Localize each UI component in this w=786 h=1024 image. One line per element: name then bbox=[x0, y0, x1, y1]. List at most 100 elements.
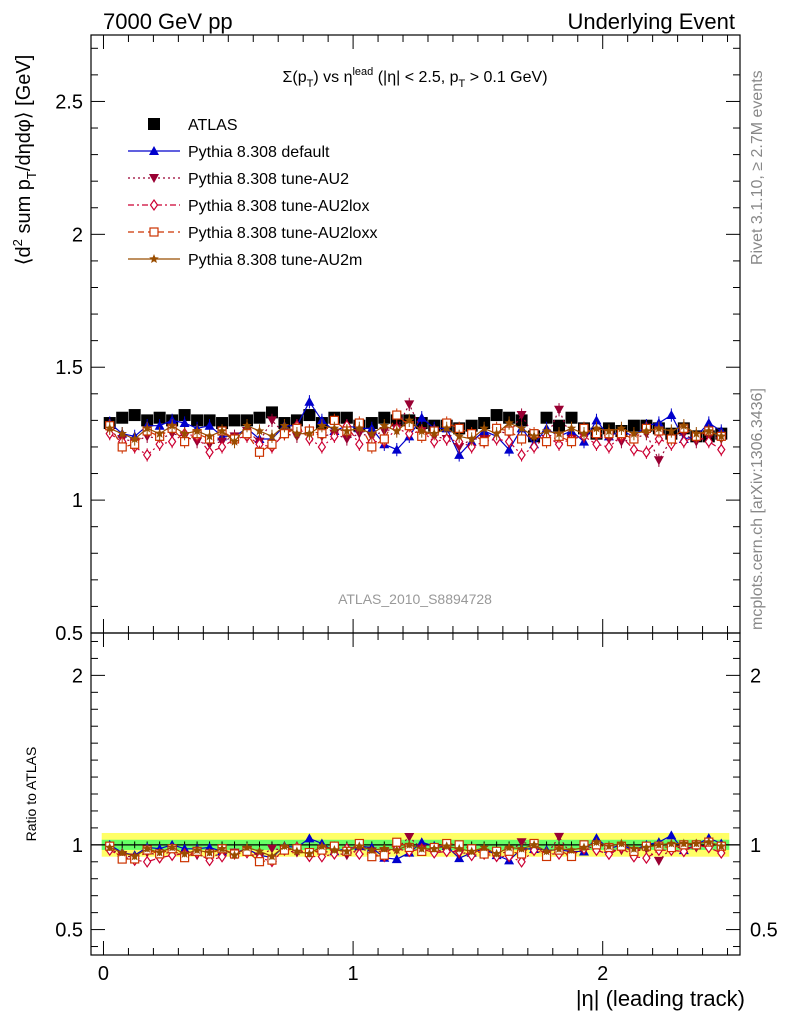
point-atlas bbox=[553, 419, 566, 432]
point-atlas bbox=[191, 414, 204, 427]
ratio-point-pythia-8-308-tune-au2m bbox=[504, 842, 514, 852]
point-pythia-8-308-tune-au2m bbox=[117, 428, 127, 438]
point-pythia-8-308-default bbox=[154, 420, 165, 430]
point-pythia-8-308-tune-au2loxx bbox=[392, 410, 402, 420]
point-pythia-8-308-tune-au2lox bbox=[629, 443, 639, 456]
ratio-point-pythia-8-308-default bbox=[416, 837, 427, 847]
ratio-ticks: 0.5 0.5 1 1 2 2 0 1 2 bbox=[55, 633, 778, 985]
point-pythia-8-308-tune-au2lox bbox=[717, 443, 726, 456]
point-pythia-8-308-tune-au2lox bbox=[517, 448, 526, 461]
point-pythia-8-308-tune-au2m bbox=[192, 426, 202, 436]
point-atlas bbox=[228, 414, 241, 427]
main-ytick-label: 1.5 bbox=[55, 357, 83, 379]
point-pythia-8-308-tune-au2lox bbox=[592, 438, 601, 451]
ratio-point-pythia-8-308-tune-au2m bbox=[217, 843, 227, 853]
point-pythia-8-308-tune-au2m bbox=[267, 431, 277, 441]
ratio-point-pythia-8-308-tune-au2 bbox=[266, 844, 277, 854]
ratio-point-pythia-8-308-tune-au2m bbox=[379, 843, 390, 853]
ratio-point-pythia-8-308-tune-au2m bbox=[541, 846, 552, 856]
point-pythia-8-308-tune-au2m bbox=[379, 420, 390, 430]
point-atlas bbox=[465, 419, 478, 432]
point-pythia-8-308-tune-au2loxx bbox=[367, 442, 377, 452]
ratio-point-pythia-8-308-tune-au2m bbox=[654, 839, 664, 849]
main-ticks: 0.5 1 1.5 2 2.5 bbox=[55, 35, 740, 645]
ratio-point-pythia-8-308-tune-au2m bbox=[142, 843, 152, 853]
ratio-point-pythia-8-308-tune-au2m bbox=[354, 841, 365, 851]
ratio-point-pythia-8-308-tune-au2m bbox=[566, 845, 577, 855]
legend-marker-pythia-8-308-tune-au2m bbox=[149, 254, 159, 263]
point-pythia-8-308-tune-au2lox bbox=[217, 440, 227, 454]
ratio-ytick-label-right: 2 bbox=[750, 665, 761, 687]
point-pythia-8-308-default bbox=[454, 449, 465, 459]
point-atlas bbox=[565, 411, 578, 424]
point-atlas bbox=[303, 409, 316, 422]
ratio-ytick-label-right: 0.5 bbox=[750, 920, 778, 942]
point-pythia-8-308-tune-au2m bbox=[154, 428, 165, 438]
point-pythia-8-308-tune-au2m bbox=[292, 428, 302, 438]
ratio-point-pythia-8-308-default bbox=[666, 830, 677, 840]
main-ytick-label: 0.5 bbox=[55, 623, 83, 645]
point-atlas bbox=[128, 409, 141, 422]
legend-label-pythia-8-308-tune-au2lox: Pythia 8.308 tune-AU2lox bbox=[188, 198, 369, 215]
point-pythia-8-308-tune-au2m bbox=[254, 426, 265, 436]
ratio-point-pythia-8-308-tune-au2m bbox=[117, 847, 127, 857]
ratio-point-pythia-8-308-tune-au2m bbox=[179, 848, 190, 858]
point-pythia-8-308-tune-au2lox bbox=[429, 435, 439, 448]
point-pythia-8-308-tune-au2 bbox=[554, 405, 565, 415]
ratio-point-pythia-8-308-tune-au2m bbox=[491, 848, 502, 858]
point-pythia-8-308-tune-au2lox bbox=[155, 438, 164, 451]
ratio-point-pythia-8-308-tune-au2m bbox=[404, 839, 414, 849]
point-atlas bbox=[216, 417, 229, 430]
point-pythia-8-308-tune-au2lox bbox=[679, 435, 689, 448]
point-atlas bbox=[627, 419, 640, 432]
point-pythia-8-308-default bbox=[504, 444, 515, 454]
legend-marker-pythia-8-308-tune-au2lox bbox=[149, 198, 159, 212]
legend-marker-pythia-8-308-tune-au2loxx bbox=[149, 227, 159, 237]
ratio-point-pythia-8-308-default bbox=[391, 854, 402, 864]
point-atlas bbox=[265, 406, 278, 419]
point-pythia-8-308-tune-au2m bbox=[129, 434, 140, 443]
ratio-point-pythia-8-308-tune-au2lox bbox=[642, 852, 651, 865]
point-pythia-8-308-tune-au2lox bbox=[642, 446, 651, 459]
ratio-point-pythia-8-308-tune-au2m bbox=[466, 846, 477, 856]
point-atlas bbox=[253, 411, 266, 424]
point-pythia-8-308-default bbox=[703, 418, 714, 428]
ratio-point-pythia-8-308-tune-au2m bbox=[629, 843, 639, 853]
ratio-point-pythia-8-308-tune-au2m bbox=[691, 838, 702, 848]
point-pythia-8-308-tune-au2m bbox=[217, 426, 227, 436]
point-pythia-8-308-tune-au2m bbox=[429, 428, 439, 438]
point-pythia-8-308-tune-au2m bbox=[554, 428, 564, 438]
ratio-point-pythia-8-308-tune-au2loxx bbox=[392, 837, 402, 847]
side-mcplots: mcplots.cern.ch [arXiv:1306.3436] bbox=[749, 388, 766, 630]
ratio-point-pythia-8-308-tune-au2lox bbox=[355, 848, 364, 861]
ratio-data bbox=[104, 830, 727, 868]
point-atlas bbox=[340, 411, 353, 424]
ratio-point-pythia-8-308-tune-au2m bbox=[229, 850, 240, 860]
ratio-ytick-label: 1 bbox=[72, 835, 83, 857]
main-panel: 0.5 1 1.5 2 2.5 ATLAS_2010_S8894728 Σ(pT) vs… bbox=[10, 34, 741, 645]
point-pythia-8-308-tune-au2m bbox=[167, 420, 177, 430]
ratio-point-pythia-8-308-tune-au2m bbox=[342, 846, 352, 856]
point-pythia-8-308-tune-au2m bbox=[354, 423, 365, 433]
ratio-point-pythia-8-308-tune-au2m bbox=[267, 851, 277, 861]
ratio-point-pythia-8-308-tune-au2m bbox=[591, 837, 602, 847]
point-pythia-8-308-tune-au2m bbox=[529, 431, 539, 441]
ratio-ytick-label-right: 1 bbox=[750, 835, 761, 857]
point-pythia-8-308-tune-au2lox bbox=[654, 432, 664, 446]
ratio-point-pythia-8-308-tune-au2m bbox=[167, 842, 177, 852]
ratio-point-pythia-8-308-tune-au2m bbox=[367, 845, 377, 855]
point-pythia-8-308-tune-au2m bbox=[679, 420, 689, 430]
ratio-point-pythia-8-308-default bbox=[204, 842, 215, 852]
ratio-point-pythia-8-308-tune-au2lox bbox=[517, 855, 526, 868]
point-pythia-8-308-tune-au2m bbox=[367, 428, 377, 438]
ratio-frame bbox=[90, 632, 741, 956]
point-pythia-8-308-default bbox=[204, 420, 215, 430]
point-pythia-8-308-tune-au2m bbox=[317, 420, 327, 430]
point-pythia-8-308-tune-au2m bbox=[417, 426, 427, 436]
point-pythia-8-308-default bbox=[304, 396, 315, 406]
ratio-point-pythia-8-308-tune-au2m bbox=[304, 848, 315, 858]
point-pythia-8-308-tune-au2 bbox=[653, 456, 664, 466]
ratio-point-pythia-8-308-tune-au2m bbox=[441, 841, 452, 851]
point-pythia-8-308-tune-au2lox bbox=[205, 446, 214, 459]
point-pythia-8-308-tune-au2lox bbox=[554, 438, 564, 451]
